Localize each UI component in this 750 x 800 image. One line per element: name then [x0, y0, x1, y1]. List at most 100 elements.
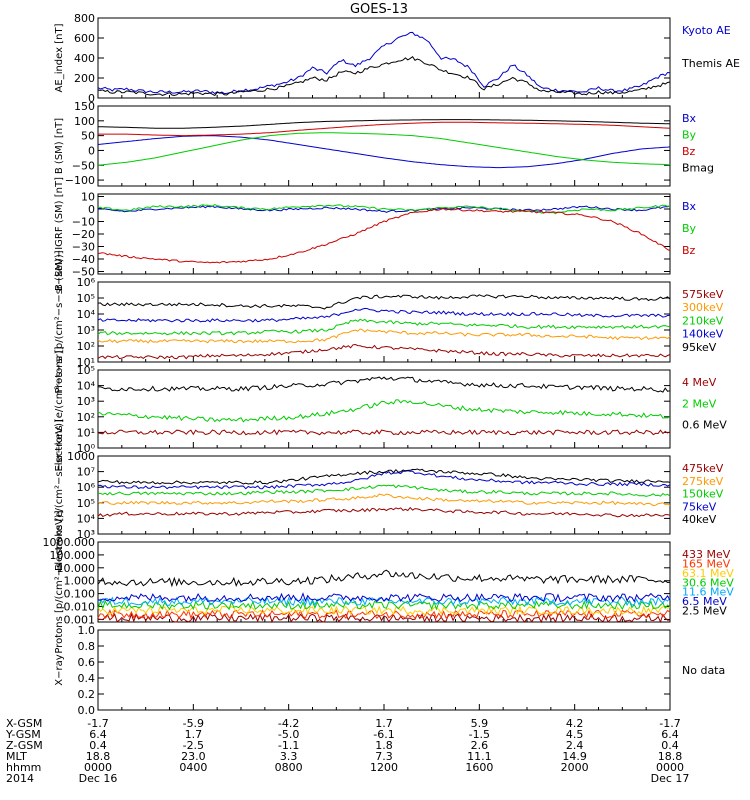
y-tick-label: 10.000 [57, 562, 96, 575]
series-line-40kev [97, 468, 671, 485]
y-tick-label: 600 [74, 32, 95, 45]
y-tick-label: 0.010 [64, 601, 96, 614]
y-axis-label: B (SM)−IGRF (SM) [nT] [54, 177, 65, 291]
panel-frame [97, 629, 671, 711]
y-tick-label: 150 [74, 100, 95, 113]
x-axis-value: 0000 [656, 761, 684, 774]
legend-entry: 30.6 MeV [682, 576, 734, 589]
y-tick-label: 10⁷ [77, 466, 95, 479]
y-tick-label: 10² [77, 340, 95, 353]
x-axis-value: 14.9 [562, 750, 587, 763]
y-tick-label: 50 [81, 130, 95, 143]
series-line-210kev [97, 318, 671, 336]
x-axis-value: 23.0 [181, 750, 206, 763]
series-line-2-5-mev [97, 569, 671, 588]
panel-1: 0 200 400 600 800 AE_index [nT] Kyoto AE Themis… [54, 12, 740, 105]
x-axis-value: 11.1 [467, 750, 492, 763]
y-tick-label: −30 [72, 241, 95, 254]
y-tick-label: 200 [74, 72, 95, 85]
y-tick-label: 10⁵ [77, 292, 95, 305]
legend-entry: 165 MeV [682, 557, 731, 570]
x-axis-value: -5.0 [278, 728, 299, 741]
y-tick-label: 10⁰ [77, 442, 96, 455]
legend-entry: 63.1 MeV [682, 567, 734, 580]
y-tick-label: 0.6 [78, 656, 96, 669]
x-axis-value: 0400 [179, 761, 207, 774]
x-axis-row-label: 2014 [6, 772, 34, 785]
legend-entry: 4 MeV [682, 376, 717, 389]
series-line-themis-ae [97, 55, 671, 97]
x-axis-row-label: X-GSM [6, 717, 42, 730]
legend-entry: 11.6 MeV [682, 586, 734, 599]
y-tick-label: 1.0 [78, 624, 96, 637]
series-line-433-mev [97, 612, 671, 624]
series-line-150kev [98, 484, 671, 497]
panel-4: 10¹ 10² 10³ 10⁴ 10⁵ 10⁶ Protons [p/(cm²−s−sr−k… [54, 250, 724, 393]
panel-7: 0.0010.0100.1001.00010.000100.0001000.00… [43, 510, 735, 653]
series-line-63-1-mev [97, 605, 671, 616]
y-tick-label: 0.8 [78, 640, 96, 653]
x-axis-value: 3.3 [280, 750, 298, 763]
series-line-by [97, 132, 671, 166]
x-axis-value: -1.7 [87, 717, 108, 730]
legend-entry: 0.6 MeV [682, 419, 727, 432]
legend-entry: 300keV [682, 301, 724, 314]
series-line-kyoto-ae [97, 31, 671, 95]
panel-8: 0.0 0.2 0.4 0.6 0.8 1.0 X−ray No data [54, 624, 725, 717]
x-axis-value: -2.5 [183, 739, 204, 752]
y-tick-label: 1000 [67, 450, 95, 463]
legend-entry: 140keV [682, 328, 724, 341]
legend-entry: Bx [682, 112, 697, 125]
legend-entry: Bz [682, 145, 696, 158]
legend-entry: 95keV [682, 341, 717, 354]
y-tick-label: 10⁴ [77, 512, 96, 525]
y-tick-label: 10³ [77, 528, 95, 541]
panel-2: −100 −50 050 100 150 B (SM) [nT] Bx By Bz Bmag [54, 100, 714, 187]
legend-entry: By [682, 222, 697, 235]
series-line-95kev [97, 294, 671, 310]
y-tick-label: 10⁴ [77, 308, 96, 321]
y-tick-label: 10² [77, 411, 95, 424]
series-line-165-mev [97, 609, 671, 620]
y-tick-label: −20 [72, 228, 95, 241]
x-axis-value: -5.9 [183, 717, 204, 730]
y-tick-label: 0 [88, 144, 95, 157]
series-line-275kev [97, 493, 671, 507]
x-axis-value: 18.8 [86, 750, 111, 763]
legend-entry: Bmag [682, 162, 714, 175]
panel-frame [97, 105, 671, 187]
x-axis-value: -1.1 [278, 739, 299, 752]
y-tick-label: 400 [74, 52, 95, 65]
x-axis-value: 1.8 [375, 739, 393, 752]
legend-entry: Kyoto AE [682, 24, 731, 37]
y-tick-label: 1000.000 [43, 536, 96, 549]
y-tick-label: 10³ [77, 395, 95, 408]
y-tick-label: 10 [81, 191, 95, 204]
y-axis-label: Protons [p/(cm²−s−sr−keV)] [54, 250, 65, 393]
x-axis-value: 1.7 [375, 717, 393, 730]
legend-entry: 2 MeV [682, 397, 717, 410]
y-tick-label: 10⁴ [77, 380, 96, 393]
y-tick-label: 10⁶ [77, 276, 96, 289]
legend-entry: 75keV [682, 500, 717, 513]
y-tick-label: 0.001 [64, 613, 96, 626]
y-tick-label: 0.4 [78, 672, 96, 685]
y-tick-label: 800 [74, 12, 95, 25]
x-axis-value: 2.6 [471, 739, 489, 752]
legend-entry: 2.5 MeV [682, 605, 727, 618]
x-axis-value: 0.4 [661, 739, 679, 752]
y-tick-label: 10⁶ [77, 481, 96, 494]
series-line-bz [98, 121, 671, 137]
y-tick-label: 0.2 [78, 688, 96, 701]
series-line-0-6-mev [97, 376, 671, 393]
y-tick-label: 10⁵ [77, 497, 95, 510]
x-axis-value: -4.2 [278, 717, 299, 730]
y-axis-label: Electrons [e/(cm²−s−sr−keV)] [54, 419, 65, 571]
y-axis-label: Protons [p/(cm²−s−sr−keV)] [54, 510, 65, 653]
y-tick-label: −100 [65, 174, 95, 187]
y-tick-label: −50 [72, 159, 95, 172]
y-axis-label: X−ray [54, 654, 65, 685]
x-axis-value: 6.4 [89, 728, 107, 741]
